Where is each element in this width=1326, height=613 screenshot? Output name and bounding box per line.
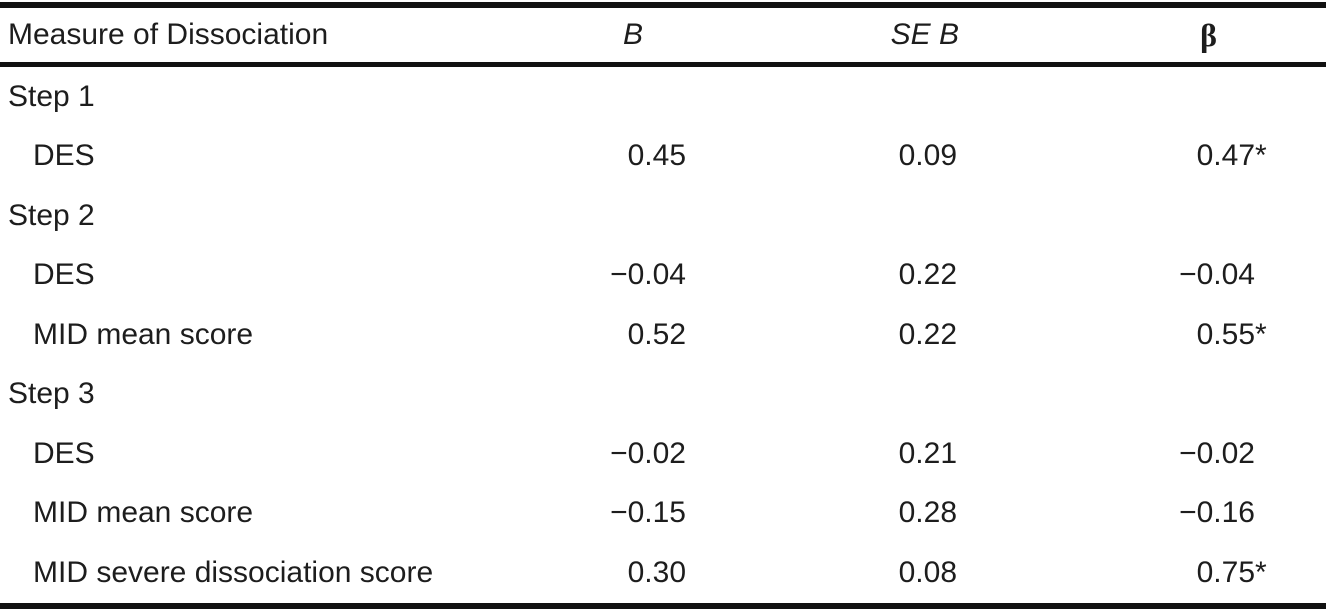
significance-star: * (1255, 317, 1267, 351)
header-measure-of-dissociation: Measure of Dissociation (8, 18, 329, 51)
cell-beta-value (971, 365, 1326, 425)
header-beta: β (1200, 16, 1217, 53)
table-row: Step 3 (0, 365, 1326, 425)
table-row: DES 0.45 0.09 0.47* (0, 127, 1326, 187)
cell-b-value: −0.02 (610, 436, 686, 470)
table-row: DES −0.04 0.22 −0.04 (0, 246, 1326, 306)
cell-b-value (505, 186, 700, 246)
beta-number: −0.02 (1179, 436, 1255, 470)
significance-star: * (1255, 555, 1267, 589)
cell-b-value: 0.52 (627, 317, 686, 351)
header-se-b: SE B (890, 18, 959, 51)
cell-b-value: 0.30 (627, 555, 686, 589)
table-row: MID mean score 0.52 0.22 0.55* (0, 305, 1326, 365)
row-label: MID mean score (33, 317, 254, 351)
row-label: MID mean score (33, 496, 254, 530)
row-label: Step 3 (8, 377, 95, 411)
cell-b-value: −0.04 (610, 258, 686, 292)
significance-star: * (1255, 139, 1267, 173)
row-label: Step 2 (8, 198, 95, 232)
beta-number: 0.47 (1196, 139, 1255, 173)
row-label: DES (33, 258, 95, 292)
cell-beta-value: 0.75* (971, 543, 1326, 606)
cell-se-b-value: 0.09 (898, 139, 957, 173)
cell-beta-value: 0.55* (971, 305, 1326, 365)
table-row: Step 1 (0, 65, 1326, 127)
row-label: DES (33, 436, 95, 470)
row-label: DES (33, 139, 95, 173)
cell-se-b-value: 0.28 (898, 496, 957, 530)
cell-beta-value: −0.02 (971, 424, 1326, 484)
cell-b-value: 0.45 (627, 139, 686, 173)
cell-beta-value (971, 65, 1326, 127)
table-body: Step 1 DES 0.45 0.09 0.47* Step 2 DES −0… (0, 65, 1326, 606)
cell-se-b-value: 0.22 (898, 317, 957, 351)
cell-se-b-value (700, 186, 971, 246)
row-label: Step 1 (8, 79, 95, 113)
cell-se-b-value: 0.21 (898, 436, 957, 470)
beta-number: 0.55 (1196, 317, 1255, 351)
cell-beta-value: 0.47* (971, 127, 1326, 187)
cell-b-value: −0.15 (610, 496, 686, 530)
table-header-row: Measure of Dissociation B SE B β (0, 5, 1326, 65)
beta-number: 0.75 (1196, 555, 1255, 589)
header-b: B (622, 18, 643, 51)
cell-beta-value: −0.04 (971, 246, 1326, 306)
table-row: DES −0.02 0.21 −0.02 (0, 424, 1326, 484)
cell-se-b-value: 0.22 (898, 258, 957, 292)
row-label: MID severe dissociation score (33, 555, 434, 589)
table-row: Step 2 (0, 186, 1326, 246)
beta-number: −0.16 (1179, 496, 1255, 530)
table-row: MID severe dissociation score 0.30 0.08 … (0, 543, 1326, 606)
table-row: MID mean score −0.15 0.28 −0.16 (0, 484, 1326, 544)
cell-b-value (505, 365, 700, 425)
cell-se-b-value (700, 365, 971, 425)
cell-beta-value: −0.16 (971, 484, 1326, 544)
beta-number: −0.04 (1179, 258, 1255, 292)
cell-b-value (505, 65, 700, 127)
cell-se-b-value: 0.08 (898, 555, 957, 589)
cell-se-b-value (700, 65, 971, 127)
cell-beta-value (971, 186, 1326, 246)
